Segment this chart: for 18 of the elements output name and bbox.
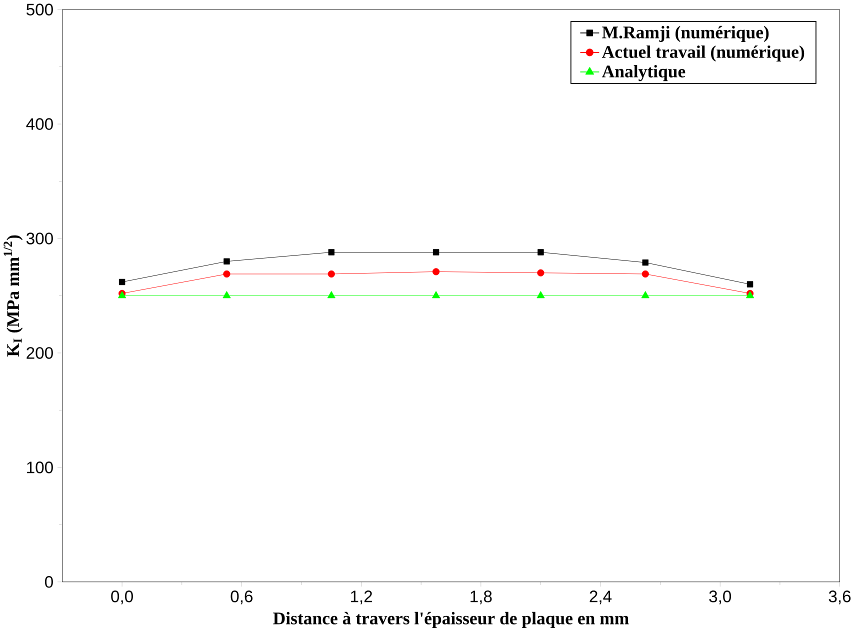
y-axis-title: K$_{I}$ (MPa mm$^{1/2}$) bbox=[4, 235, 23, 357]
x-tick-label: 3,0 bbox=[709, 590, 732, 604]
y-tick-label: 300 bbox=[26, 232, 53, 245]
legend-label: Actuel travail (numérique) bbox=[602, 46, 804, 62]
legend-label: Analytique bbox=[602, 65, 686, 82]
x-axis-title: Distance à travers l'épaisseur de plaque en mm bbox=[273, 612, 629, 628]
x-tick-label: 0,0 bbox=[111, 590, 133, 604]
x-tick-label: 0,6 bbox=[230, 590, 253, 604]
y-tick-label: 0 bbox=[44, 576, 53, 588]
x-tick-label: 1,2 bbox=[350, 590, 372, 604]
y-tick-label: 100 bbox=[27, 462, 53, 474]
x-tick-label: 3,6 bbox=[828, 590, 851, 604]
y-tick-label: 400 bbox=[26, 118, 53, 130]
legend-label: M.Ramji (numérique) bbox=[602, 26, 769, 42]
y-tick-label: 200 bbox=[26, 347, 53, 359]
x-tick-label: 2,4 bbox=[590, 590, 612, 604]
y-tick-label: 500 bbox=[26, 4, 53, 16]
x-tick-label: 1,8 bbox=[470, 590, 492, 604]
